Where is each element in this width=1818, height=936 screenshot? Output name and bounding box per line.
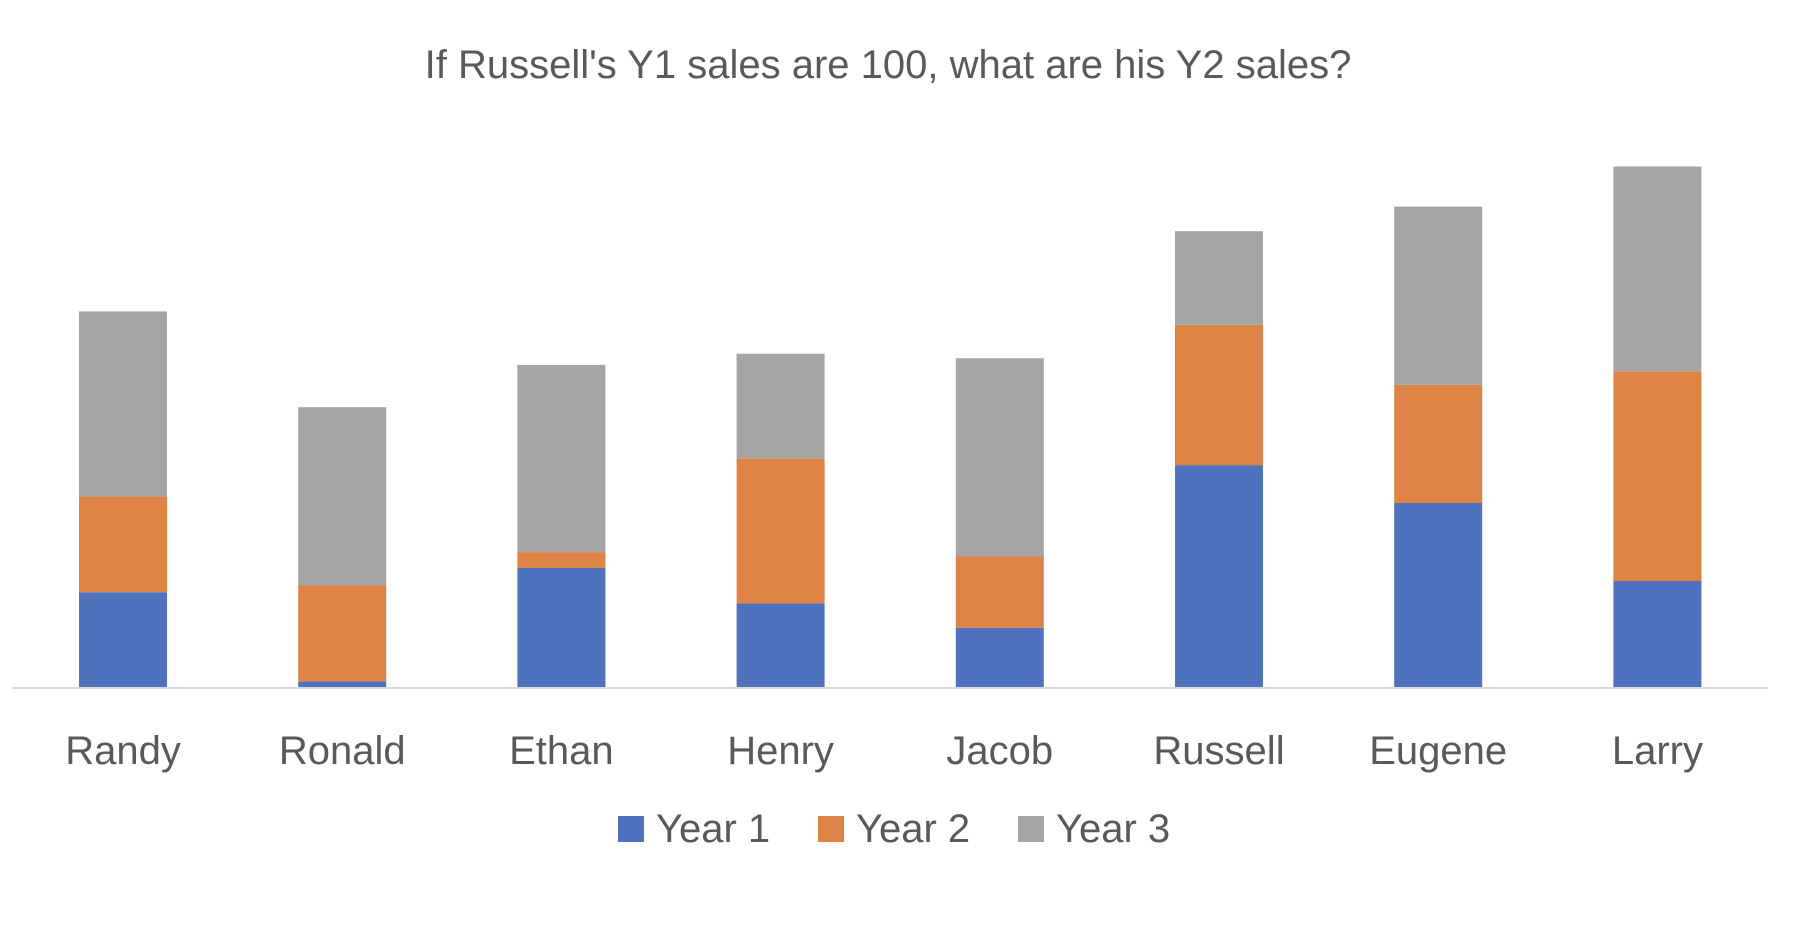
bar-eugene-year-3: [1394, 206, 1483, 385]
legend-label-year-3: Year 3: [1056, 807, 1170, 851]
x-tick-label: Randy: [65, 729, 181, 773]
legend: Year 1 Year 2 Year 3: [618, 807, 1170, 851]
bar-randy-year-3: [79, 311, 167, 497]
bar-henry-year-2: [736, 458, 825, 604]
bar-russell-year-1: [1175, 465, 1263, 688]
bar-russell-year-2: [1175, 324, 1263, 466]
legend-label-year-2: Year 2: [856, 807, 970, 851]
chart-title: If Russell's Y1 sales are 100, what are …: [425, 43, 1352, 87]
bar-randy-year-2: [79, 496, 167, 593]
legend-swatch-year-1: [618, 816, 644, 842]
x-tick-label: Eugene: [1369, 729, 1507, 773]
x-tick-label: Ronald: [279, 729, 406, 773]
bar-eugene-year-1: [1394, 503, 1483, 688]
bar-larry-year-2: [1613, 371, 1702, 582]
bar-larry-year-3: [1613, 166, 1702, 372]
bar-randy-year-1: [79, 592, 167, 688]
bar-ethan-year-1: [517, 567, 606, 688]
x-tick-labels: Randy Ronald Ethan Henry Jacob Russell Eugene L…: [65, 729, 1703, 773]
bar-ethan-year-3: [517, 364, 606, 553]
bar-ronald-year-2: [298, 585, 387, 682]
legend-swatch-year-3: [1018, 816, 1044, 842]
bar-ronald-year-1: [298, 681, 387, 688]
x-tick-label: Larry: [1612, 729, 1703, 773]
x-tick-label: Jacob: [946, 729, 1053, 773]
bar-ronald-year-3: [298, 407, 387, 586]
x-tick-label: Henry: [727, 729, 834, 773]
bar-russell-year-3: [1175, 231, 1263, 325]
x-tick-label: Russell: [1153, 729, 1284, 773]
bar-henry-year-1: [736, 603, 825, 688]
x-tick-label: Ethan: [509, 729, 614, 773]
bar-eugene-year-2: [1394, 384, 1483, 503]
bar-jacob-year-1: [955, 627, 1044, 688]
bar-ethan-year-2: [517, 552, 606, 568]
bars-layer: [79, 166, 1702, 688]
legend-label-year-1: Year 1: [656, 807, 770, 851]
bar-jacob-year-2: [955, 556, 1044, 628]
bar-henry-year-3: [736, 353, 825, 459]
bar-jacob-year-3: [955, 358, 1044, 557]
bar-larry-year-1: [1613, 581, 1702, 688]
legend-swatch-year-2: [818, 816, 844, 842]
